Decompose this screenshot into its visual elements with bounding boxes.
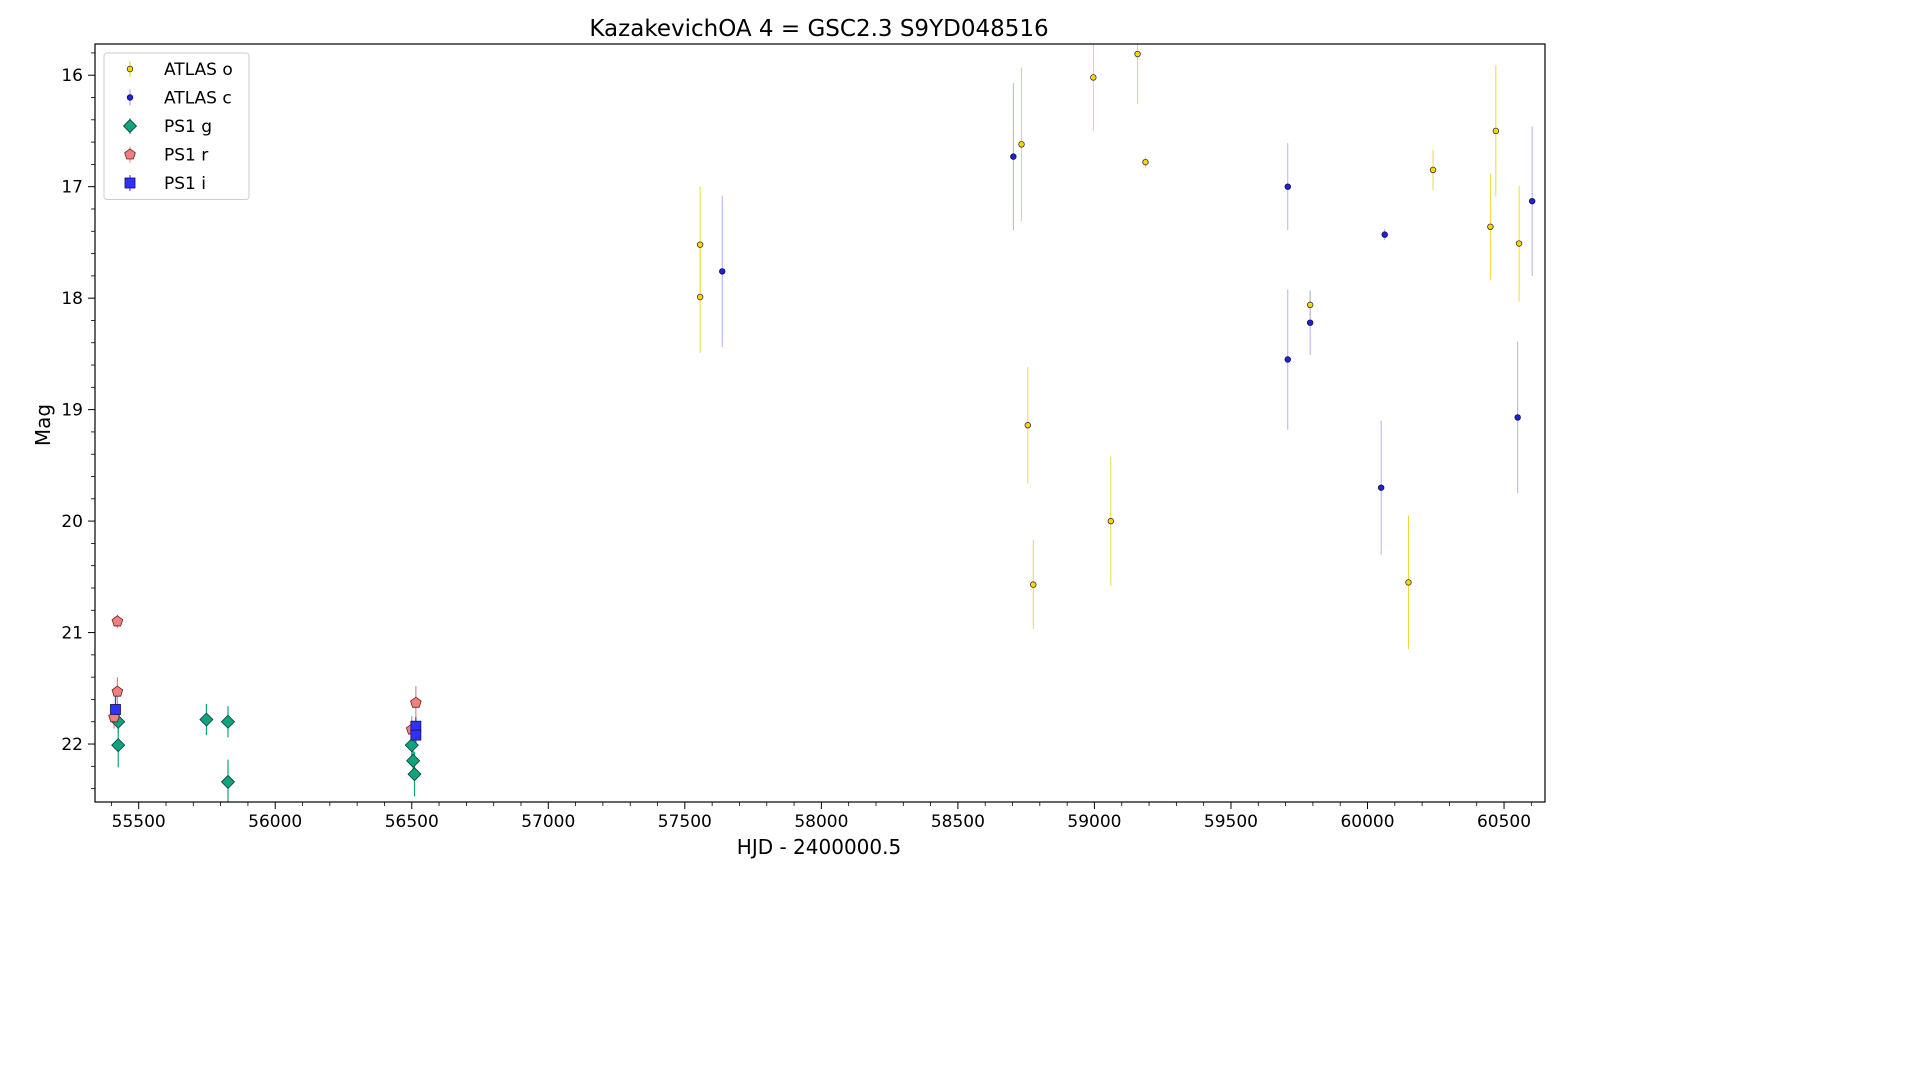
error-bars-layer bbox=[113, 44, 1533, 802]
axes-layer: 55500 56000 56500 57000 57500 58000 58500 59000… bbox=[61, 43, 1546, 832]
legend-label-atlas-o: ATLAS o bbox=[164, 60, 233, 80]
x-tick-label-58500: 58500 bbox=[931, 812, 985, 832]
point-atlas-o-2 bbox=[1018, 141, 1025, 148]
point-ps1-g-7 bbox=[407, 767, 422, 782]
y-tick-label-22: 22 bbox=[61, 735, 83, 755]
y-tick-label-17: 17 bbox=[61, 178, 83, 198]
point-atlas-c-3 bbox=[1284, 356, 1291, 363]
chart-svg: KazakevichOA 4 = GSC2.3 S9YD048516 HJD -… bbox=[31, 16, 1546, 859]
legend-marker-atlas-c bbox=[126, 94, 134, 101]
x-tick-label-59500: 59500 bbox=[1204, 812, 1258, 832]
point-atlas-c-4 bbox=[1306, 319, 1314, 326]
point-atlas-c-5 bbox=[1377, 484, 1385, 491]
point-ps1-g-5 bbox=[404, 738, 419, 753]
point-atlas-o-12 bbox=[1487, 223, 1494, 231]
point-atlas-o-13 bbox=[1492, 127, 1500, 135]
point-ps1-i-2 bbox=[410, 729, 422, 741]
point-ps1-i-1 bbox=[410, 720, 422, 732]
data-markers-layer bbox=[108, 50, 1536, 790]
x-tick-label-60000: 60000 bbox=[1340, 812, 1394, 832]
legend-marker-atlas-o bbox=[126, 65, 134, 73]
point-ps1-g-2 bbox=[199, 712, 214, 727]
point-atlas-o-14 bbox=[1515, 240, 1523, 247]
legend-marker-ps1-i bbox=[124, 177, 136, 189]
point-atlas-c-6 bbox=[1381, 231, 1388, 238]
point-ps1-r-2 bbox=[111, 685, 124, 697]
legend-label-ps1-g: PS1 g bbox=[164, 117, 212, 137]
legend-label-atlas-c: ATLAS c bbox=[164, 89, 232, 109]
point-atlas-c-8 bbox=[1528, 197, 1536, 205]
point-atlas-o-11 bbox=[1429, 166, 1437, 174]
point-atlas-o-0 bbox=[696, 241, 704, 248]
point-atlas-o-7 bbox=[1134, 50, 1141, 58]
point-ps1-r-1 bbox=[111, 615, 124, 627]
y-tick-label-19: 19 bbox=[61, 401, 83, 421]
point-atlas-o-9 bbox=[1306, 301, 1314, 309]
x-tick-label-57500: 57500 bbox=[658, 812, 712, 832]
point-atlas-o-8 bbox=[1142, 158, 1149, 166]
legend-label-ps1-i: PS1 i bbox=[164, 174, 206, 194]
point-atlas-c-7 bbox=[1514, 414, 1521, 421]
point-atlas-c-1 bbox=[1010, 153, 1017, 160]
point-atlas-o-1 bbox=[696, 293, 704, 301]
x-axis-label: HJD - 2400000.5 bbox=[737, 835, 901, 859]
y-tick-label-16: 16 bbox=[61, 66, 83, 86]
chart-title: KazakevichOA 4 = GSC2.3 S9YD048516 bbox=[589, 16, 1048, 42]
point-ps1-i-0 bbox=[110, 704, 121, 715]
legend-marker-ps1-r bbox=[124, 148, 136, 160]
x-tick-label-56000: 56000 bbox=[248, 812, 302, 832]
light-curve-chart: KazakevichOA 4 = GSC2.3 S9YD048516 HJD -… bbox=[31, 16, 1546, 859]
point-ps1-r-4 bbox=[410, 696, 422, 708]
legend-box bbox=[103, 52, 250, 200]
y-tick-label-20: 20 bbox=[61, 512, 83, 532]
y-tick-label-21: 21 bbox=[61, 624, 83, 644]
point-atlas-c-0 bbox=[719, 268, 726, 275]
plot-frame bbox=[94, 43, 1546, 803]
point-ps1-g-6 bbox=[406, 753, 421, 768]
point-ps1-g-4 bbox=[220, 774, 236, 790]
legend-marker-ps1-g bbox=[122, 118, 138, 134]
legend: ATLAS o ATLAS c PS1 g PS1 r PS1 i bbox=[103, 52, 250, 200]
point-atlas-o-3 bbox=[1024, 422, 1032, 429]
x-tick-label-56500: 56500 bbox=[385, 812, 439, 832]
point-atlas-o-10 bbox=[1405, 579, 1412, 586]
point-atlas-o-4 bbox=[1030, 581, 1037, 588]
legend-label-ps1-r: PS1 r bbox=[164, 146, 208, 166]
point-ps1-g-3 bbox=[220, 714, 236, 729]
y-tick-label-18: 18 bbox=[61, 289, 83, 309]
x-tick-label-59000: 59000 bbox=[1067, 812, 1121, 832]
x-tick-label-57000: 57000 bbox=[521, 812, 575, 832]
x-tick-label-58000: 58000 bbox=[794, 812, 848, 832]
point-atlas-c-2 bbox=[1284, 183, 1291, 190]
point-atlas-o-6 bbox=[1107, 517, 1115, 525]
x-tick-label-60500: 60500 bbox=[1477, 812, 1531, 832]
point-ps1-g-1 bbox=[111, 738, 126, 753]
point-atlas-o-5 bbox=[1090, 74, 1097, 81]
y-axis-label: Mag bbox=[31, 404, 55, 446]
x-tick-label-55500: 55500 bbox=[112, 812, 166, 832]
